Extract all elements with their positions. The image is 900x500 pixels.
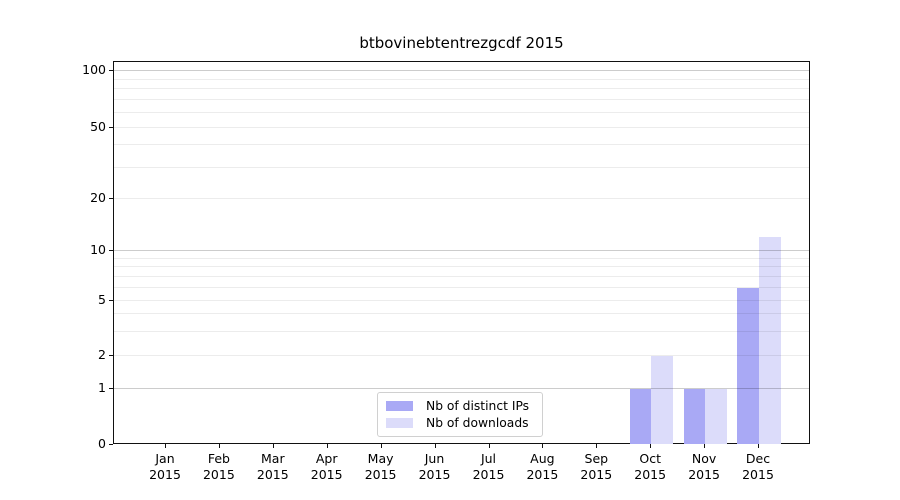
legend: Nb of distinct IPs Nb of downloads: [377, 392, 543, 437]
x-tick-aug-2015: [542, 444, 544, 448]
bar-nb-of-downloads-dec-2015: [759, 237, 781, 444]
gridline-6: [114, 286, 809, 288]
legend-swatch-distinct-ips: [386, 400, 413, 411]
y-tick-label-20: 20: [90, 190, 106, 205]
bars-layer: [114, 62, 809, 444]
gridline-8: [114, 266, 809, 268]
bar-nb-of-downloads-oct-2015: [651, 356, 673, 444]
legend-label-distinct-ips: Nb of distinct IPs: [426, 398, 530, 413]
x-tick-oct-2015: [650, 444, 652, 448]
y-tick-0: [109, 444, 113, 445]
plot-area: [113, 61, 810, 444]
legend-label-downloads: Nb of downloads: [426, 416, 529, 431]
x-tick-label-apr-2015: Apr 2015: [310, 451, 343, 482]
y-tick-label-2: 2: [98, 347, 106, 362]
gridline-20: [114, 198, 809, 199]
x-tick-sep-2015: [596, 444, 598, 448]
chart-title: btbovinebtentrezgcdf 2015: [359, 34, 564, 52]
y-tick-label-10: 10: [90, 242, 106, 257]
gridline-30: [114, 166, 809, 168]
y-tick-label-100: 100: [82, 62, 106, 77]
x-tick-label-jan-2015: Jan 2015: [149, 451, 181, 482]
x-tick-label-mar-2015: Mar 2015: [256, 451, 289, 482]
y-tick-label-1: 1: [98, 380, 106, 395]
legend-row-downloads: Nb of downloads: [378, 416, 542, 430]
gridline-5: [114, 300, 809, 301]
gridline-90: [114, 78, 809, 80]
x-tick-label-oct-2015: Oct 2015: [634, 451, 667, 482]
y-tick-20: [109, 198, 113, 199]
x-tick-label-sep-2015: Sep 2015: [580, 451, 613, 482]
legend-row-distinct-ips: Nb of distinct IPs: [378, 399, 542, 413]
x-tick-mar-2015: [272, 444, 274, 448]
y-tick-1: [109, 388, 113, 389]
bar-nb-of-distinct-ips-dec-2015: [737, 287, 759, 444]
x-tick-dec-2015: [758, 444, 759, 448]
gridline-100: [114, 70, 809, 71]
gridline-70: [114, 99, 809, 101]
x-tick-label-nov-2015: Nov 2015: [688, 451, 720, 482]
bar-nb-of-distinct-ips-oct-2015: [629, 389, 652, 444]
gridline-80: [114, 88, 809, 90]
y-tick-label-50: 50: [90, 119, 106, 134]
y-tick-label-0: 0: [98, 436, 106, 451]
y-tick-100: [109, 70, 113, 71]
legend-swatch-downloads: [386, 418, 413, 429]
x-tick-jan-2015: [165, 444, 166, 448]
y-tick-2: [109, 355, 113, 356]
y-tick-10: [109, 250, 113, 251]
grid-layer: [114, 62, 809, 443]
x-tick-label-feb-2015: Feb 2015: [202, 451, 235, 482]
gridline-2: [114, 355, 809, 356]
y-tick-5: [109, 300, 113, 301]
y-tick-50: [109, 127, 113, 128]
x-tick-jul-2015: [488, 444, 490, 448]
bar-nb-of-downloads-nov-2015: [705, 389, 727, 444]
x-tick-label-dec-2015: Dec 2015: [742, 451, 774, 482]
x-tick-apr-2015: [326, 444, 328, 448]
x-tick-label-may-2015: May 2015: [364, 451, 397, 482]
gridline-4: [114, 313, 809, 315]
gridline-3: [114, 330, 809, 332]
gridline-60: [114, 112, 809, 113]
x-tick-feb-2015: [218, 444, 220, 448]
y-tick-label-5: 5: [98, 292, 106, 307]
gridline-7: [114, 275, 809, 277]
x-tick-nov-2015: [704, 444, 706, 448]
gridline-1: [114, 388, 809, 389]
gridline-10: [114, 250, 809, 251]
x-tick-may-2015: [380, 444, 382, 448]
x-tick-label-jun-2015: Jun 2015: [418, 451, 451, 482]
gridline-40: [114, 144, 809, 146]
gridline-9: [114, 257, 809, 259]
bar-nb-of-distinct-ips-nov-2015: [683, 389, 706, 444]
x-tick-jun-2015: [434, 444, 436, 448]
x-tick-label-aug-2015: Aug 2015: [526, 451, 559, 482]
gridline-50: [114, 127, 809, 128]
x-tick-label-jul-2015: Jul 2015: [472, 451, 505, 482]
